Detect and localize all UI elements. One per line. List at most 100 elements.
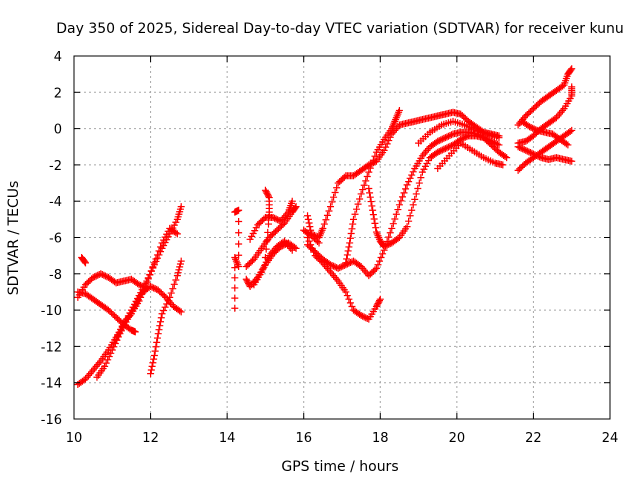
- x-tick-label: 20: [449, 431, 466, 446]
- data-point: [135, 281, 143, 289]
- data-point: [493, 140, 501, 148]
- data-point: [137, 281, 145, 289]
- series-track-q: [300, 226, 323, 247]
- data-point: [409, 201, 417, 209]
- data-point: [231, 284, 239, 292]
- data-point: [262, 258, 270, 266]
- data-point: [434, 137, 442, 145]
- data-point: [342, 259, 350, 267]
- data-point: [366, 193, 374, 201]
- chart-title: Day 350 of 2025, Sidereal Day-to-day VTE…: [56, 21, 624, 37]
- data-point: [376, 297, 384, 305]
- data-point: [420, 150, 428, 158]
- data-point: [365, 161, 373, 169]
- data-point: [354, 200, 362, 208]
- data-point: [137, 293, 145, 301]
- data-point: [443, 144, 451, 152]
- data-point: [331, 188, 339, 196]
- data-point: [526, 123, 534, 131]
- data-point: [150, 284, 158, 292]
- data-point: [163, 300, 171, 308]
- data-point: [107, 349, 115, 357]
- data-point: [108, 346, 116, 354]
- data-point: [231, 208, 239, 216]
- data-point: [269, 214, 277, 222]
- data-point: [343, 251, 351, 259]
- data-point: [568, 65, 576, 73]
- data-point: [346, 239, 354, 247]
- data-point: [434, 148, 442, 156]
- data-point: [101, 362, 109, 370]
- x-tick-label: 24: [602, 431, 619, 446]
- data-point: [529, 150, 537, 158]
- data-point: [531, 151, 539, 159]
- data-point: [360, 181, 368, 189]
- data-point: [405, 217, 413, 225]
- data-point: [150, 351, 158, 359]
- data-point: [111, 339, 119, 347]
- data-point: [368, 160, 376, 168]
- data-point: [490, 139, 498, 147]
- data-point: [149, 359, 157, 367]
- y-tick-label: -14: [41, 377, 62, 392]
- data-point: [333, 184, 341, 192]
- data-point: [402, 185, 410, 193]
- data-point: [516, 143, 524, 151]
- data-point: [483, 135, 491, 143]
- data-point: [333, 275, 341, 283]
- data-point: [397, 197, 405, 205]
- data-point: [88, 368, 96, 376]
- series-track-t: [415, 117, 503, 147]
- data-point: [160, 292, 168, 300]
- data-point: [263, 237, 271, 245]
- series-track-f: [112, 224, 181, 343]
- data-point: [323, 211, 331, 219]
- data-point: [489, 138, 497, 146]
- data-point: [325, 266, 333, 274]
- data-point: [530, 125, 538, 133]
- data-point: [320, 220, 328, 228]
- y-tick-label: -10: [41, 304, 62, 319]
- series-track-b: [74, 288, 139, 336]
- data-point: [150, 259, 158, 267]
- data-point: [271, 214, 279, 222]
- data-point: [231, 294, 239, 302]
- data-point: [143, 279, 151, 287]
- data-point: [383, 241, 391, 249]
- data-point: [369, 156, 377, 164]
- y-tick-label: -16: [41, 413, 62, 428]
- series-track-s: [365, 132, 503, 251]
- data-point: [440, 134, 448, 142]
- data-point: [382, 143, 390, 151]
- data-point: [460, 134, 468, 142]
- data-point: [514, 143, 522, 151]
- data-point: [365, 168, 373, 176]
- data-point: [92, 272, 100, 280]
- data-point: [526, 149, 534, 157]
- data-point: [319, 224, 327, 232]
- data-point: [81, 259, 89, 267]
- data-point: [105, 353, 113, 361]
- data-point: [152, 255, 160, 263]
- data-point: [330, 193, 338, 201]
- data-marks: [74, 65, 576, 389]
- data-point: [480, 134, 488, 142]
- data-point: [386, 229, 394, 237]
- data-point: [406, 174, 414, 182]
- data-point: [98, 271, 106, 279]
- data-point: [248, 257, 256, 265]
- data-point: [389, 220, 397, 228]
- data-point: [327, 261, 335, 269]
- data-point: [499, 161, 507, 169]
- data-point: [395, 201, 403, 209]
- data-point: [161, 303, 169, 311]
- data-point: [344, 247, 352, 255]
- data-point: [177, 203, 185, 211]
- data-point: [231, 304, 239, 312]
- data-point: [235, 218, 243, 226]
- data-point: [110, 343, 118, 351]
- data-point: [260, 215, 268, 223]
- data-point: [438, 135, 446, 143]
- data-point: [144, 275, 152, 283]
- data-point: [403, 181, 411, 189]
